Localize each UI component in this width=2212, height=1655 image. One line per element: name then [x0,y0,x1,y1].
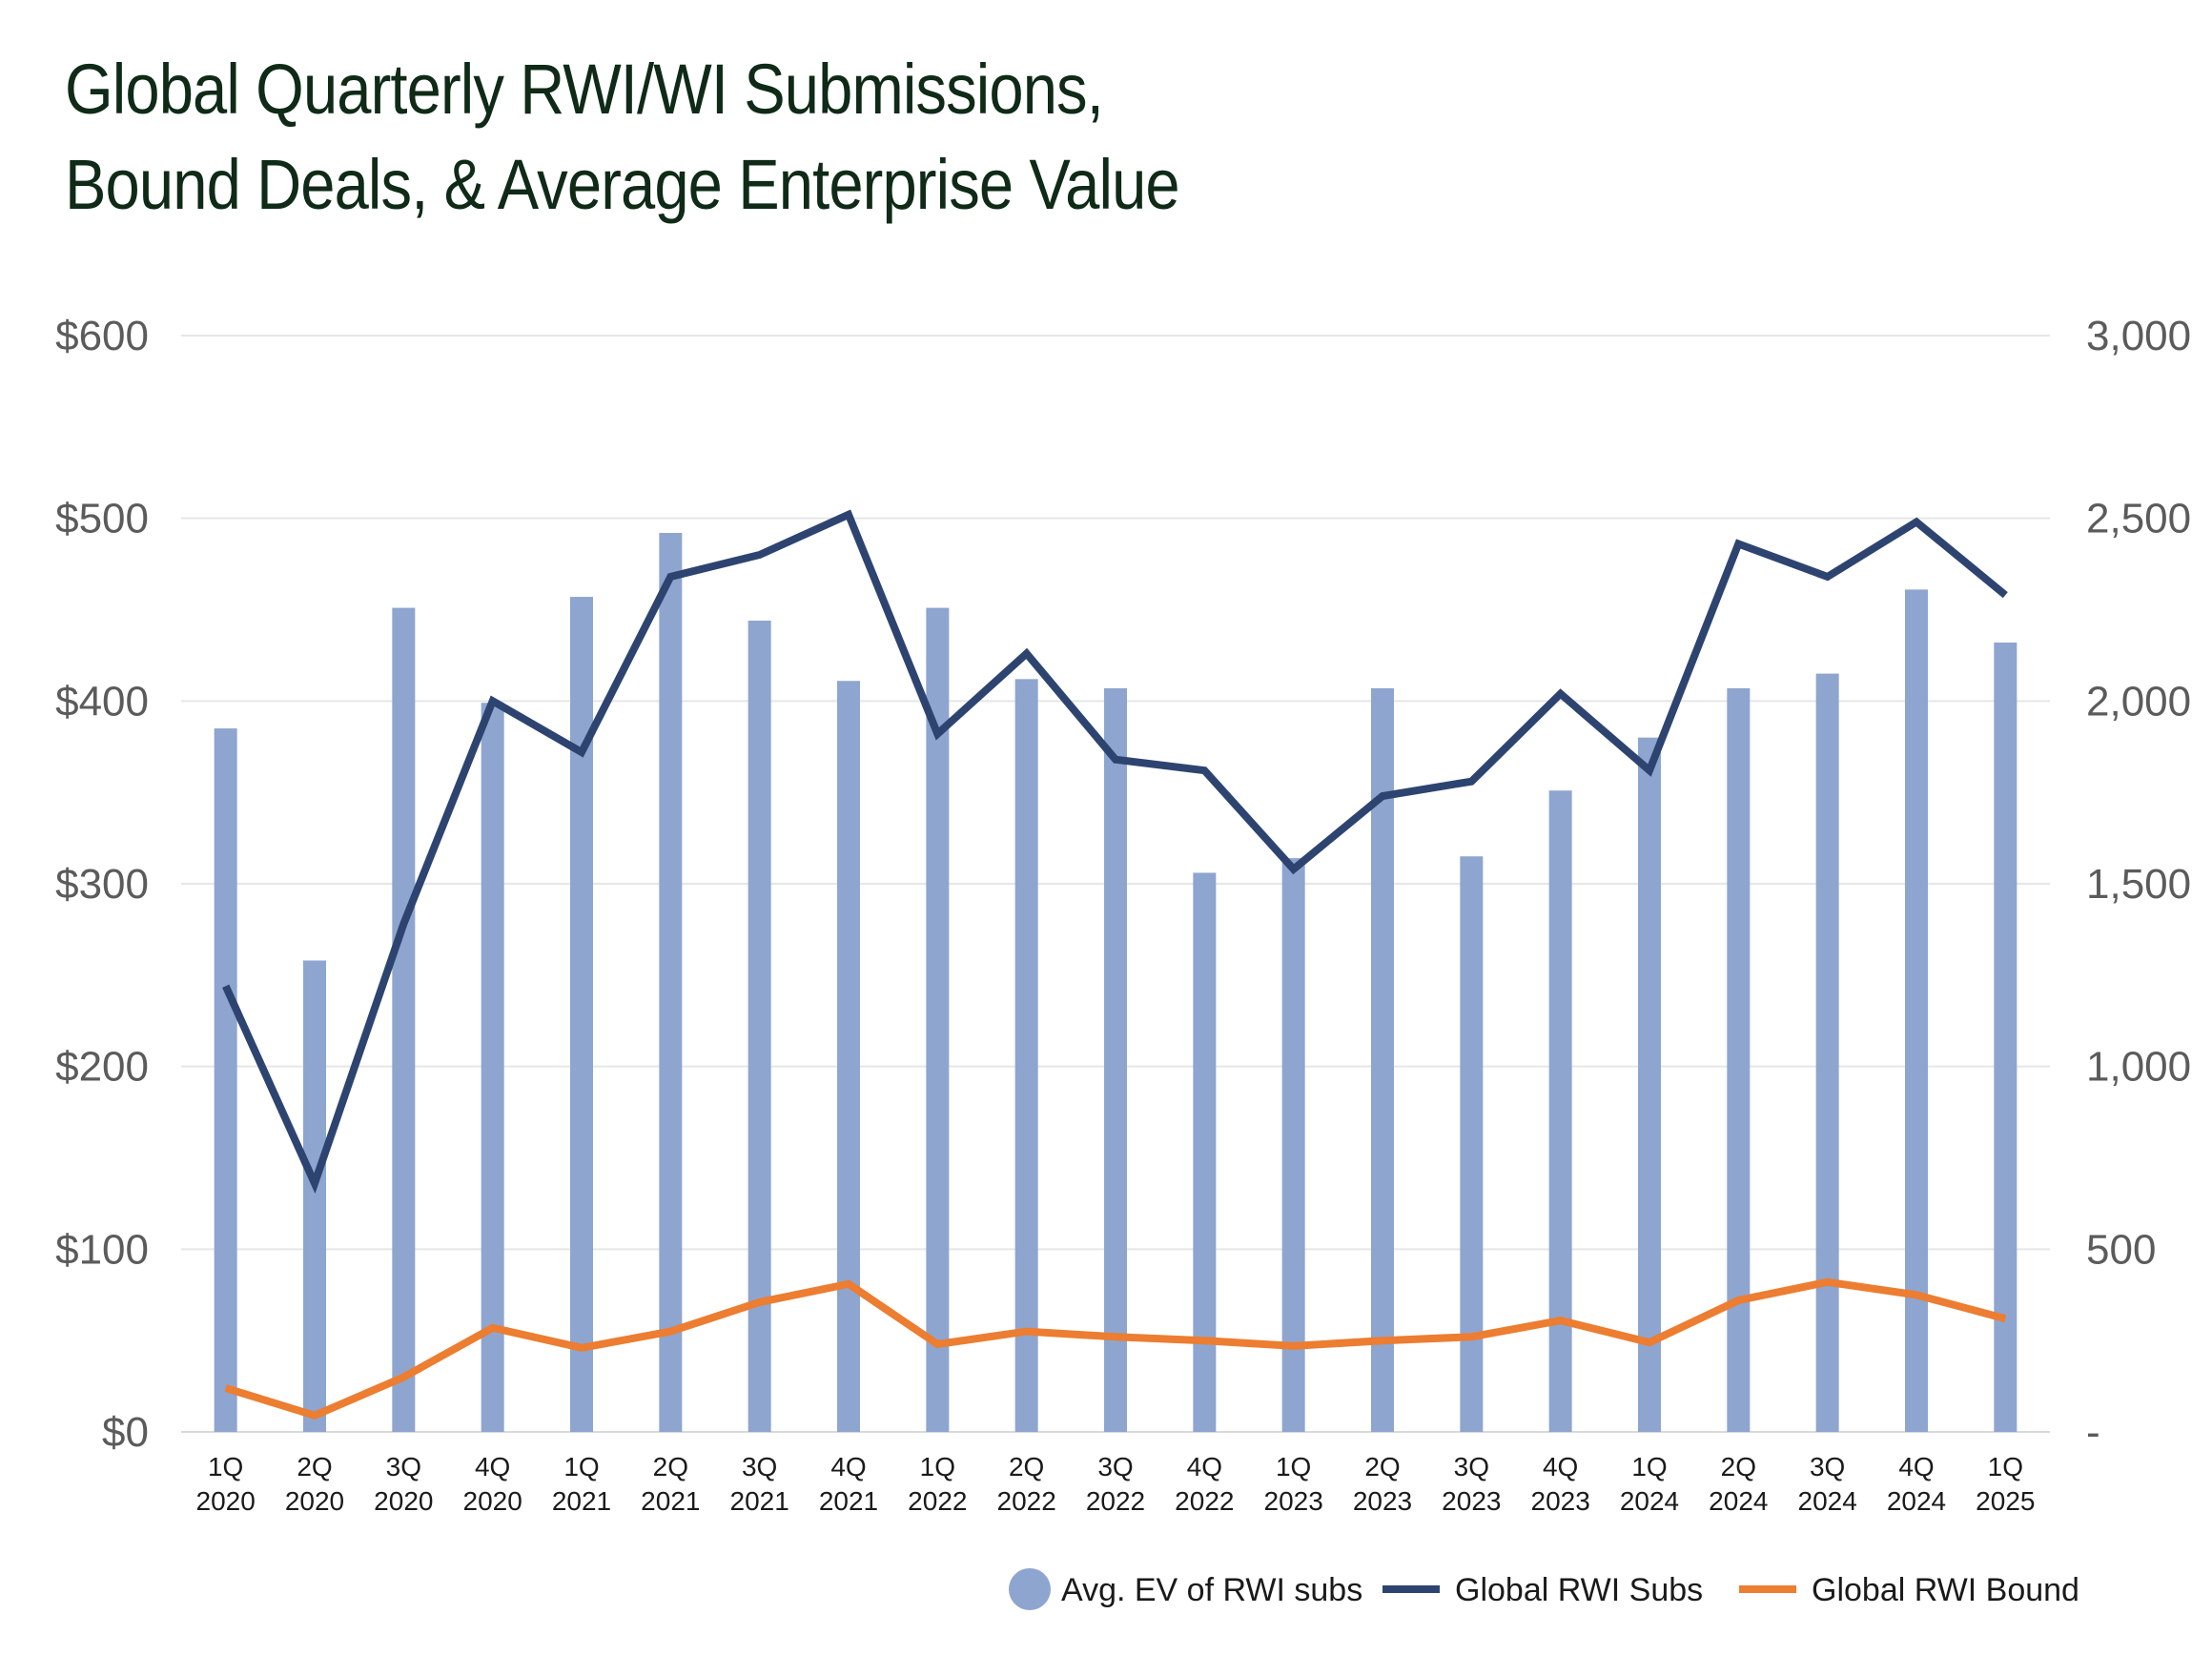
bar [1104,687,1127,1432]
y-left-tick-label: $0 [102,1409,149,1456]
bar [303,960,326,1432]
x-tick-label-quarter: 3Q [386,1452,421,1481]
chart-title: Global Quarterly RWI/WI Submissions, Bou… [65,42,1180,233]
y-right-tick-label: 2,500 [2086,496,2191,542]
y-left-tick-label: $600 [55,313,149,359]
x-tick-label-quarter: 1Q [920,1452,955,1481]
bar [926,607,950,1432]
bar [570,597,593,1432]
x-tick-label-quarter: 2Q [1721,1452,1756,1481]
x-tick-label-year: 2023 [1353,1486,1412,1516]
bar-series-avg-ev [214,533,2017,1432]
x-tick-label-quarter: 1Q [1988,1452,2023,1481]
y-right-tick-label: 500 [2086,1226,2156,1273]
legend-marker-bar [1009,1568,1051,1610]
bar [1193,872,1217,1432]
bar [1815,673,1839,1432]
x-tick-label-year: 2021 [552,1486,611,1516]
x-tick-label-year: 2021 [730,1486,789,1516]
x-tick-label-year: 2024 [1798,1486,1857,1516]
x-tick-label-year: 2024 [1620,1486,1679,1516]
bar [1905,589,1928,1432]
legend: Avg. EV of RWI subs Global RWI Subs Global… [1009,1568,2079,1610]
bar [1638,737,1661,1432]
y-left-tick-label: $200 [55,1044,149,1091]
bar [214,728,237,1432]
bar [659,533,683,1432]
y-left-tick-label: $500 [55,496,149,542]
chart-title-line-1: Global Quarterly RWI/WI Submissions, [65,50,1104,129]
y-right-tick-label: 3,000 [2086,313,2191,359]
y-right-tick-label: 1,500 [2086,861,2191,908]
x-tick-label-year: 2020 [374,1486,433,1516]
bar [481,703,504,1432]
x-tick-label-year: 2023 [1264,1486,1323,1516]
x-tick-label-quarter: 2Q [1009,1452,1044,1481]
x-tick-label-year: 2020 [196,1486,256,1516]
y-left-tick-label: $300 [55,861,149,908]
y-axis-left: $0 $100 $200 $300 $400 $500 $600 [55,313,149,1456]
x-tick-label-year: 2024 [1709,1486,1768,1516]
x-tick-label-year: 2025 [1976,1486,2035,1516]
x-axis: 1Q 2020 2Q 2020 3Q 2020 4Q 2020 1Q 2021 2Q 2021 3Q 20… [196,1452,2036,1516]
y-left-tick-label: $100 [55,1226,149,1273]
x-tick-label-quarter: 4Q [1898,1452,1934,1481]
x-tick-label-year: 2022 [908,1486,967,1516]
y-axis-right: - 500 1,000 1,500 2,000 2,500 3,000 [2086,313,2191,1456]
legend-label: Avg. EV of RWI subs [1061,1572,1362,1608]
x-tick-label-year: 2022 [1175,1486,1234,1516]
x-tick-label-quarter: 3Q [1810,1452,1845,1481]
x-tick-label-quarter: 3Q [1097,1452,1133,1481]
x-tick-label-year: 2020 [463,1486,522,1516]
x-tick-label-quarter: 3Q [1454,1452,1489,1481]
x-tick-label-year: 2020 [285,1486,344,1516]
x-tick-label-year: 2023 [1531,1486,1590,1516]
x-tick-label-quarter: 3Q [742,1452,777,1481]
x-tick-label-quarter: 4Q [830,1452,866,1481]
y-left-tick-label: $400 [55,678,149,725]
bar [837,681,860,1432]
x-tick-label-quarter: 4Q [475,1452,510,1481]
x-tick-label-quarter: 1Q [1276,1452,1311,1481]
bar [1727,687,1751,1432]
x-tick-label-quarter: 4Q [1543,1452,1578,1481]
bar [1371,687,1394,1432]
bar [392,607,416,1432]
x-tick-label-quarter: 1Q [208,1452,243,1481]
line-global-rwi-bound [224,1277,2007,1420]
x-tick-label-year: 2022 [997,1486,1056,1516]
x-tick-label-quarter: 1Q [563,1452,599,1481]
bar [1460,856,1484,1432]
x-tick-label-quarter: 4Q [1187,1452,1222,1481]
legend-label: Global RWI Subs [1455,1572,1703,1608]
x-tick-label-quarter: 2Q [653,1452,688,1481]
bar [1548,790,1572,1432]
bar [1994,643,2017,1432]
y-right-tick-label: 2,000 [2086,678,2191,725]
x-tick-label-quarter: 2Q [1364,1452,1400,1481]
x-tick-label-year: 2021 [819,1486,878,1516]
chart-title-line-2: Bound Deals, & Average Enterprise Value [65,145,1180,224]
x-tick-label-year: 2022 [1086,1486,1145,1516]
y-right-tick-label: 1,000 [2086,1044,2191,1091]
x-tick-label-year: 2024 [1887,1486,1946,1516]
x-tick-label-year: 2021 [641,1486,700,1516]
y-right-tick-label: - [2086,1409,2100,1456]
line-global-rwi-subs [222,509,2008,1195]
x-tick-label-quarter: 2Q [297,1452,332,1481]
legend-label: Global RWI Bound [1812,1572,2079,1608]
bar [748,621,771,1432]
bar [1281,858,1305,1432]
bar [1014,679,1038,1432]
x-tick-label-year: 2023 [1442,1486,1501,1516]
x-tick-label-quarter: 1Q [1631,1452,1667,1481]
line-series [222,509,2008,1420]
